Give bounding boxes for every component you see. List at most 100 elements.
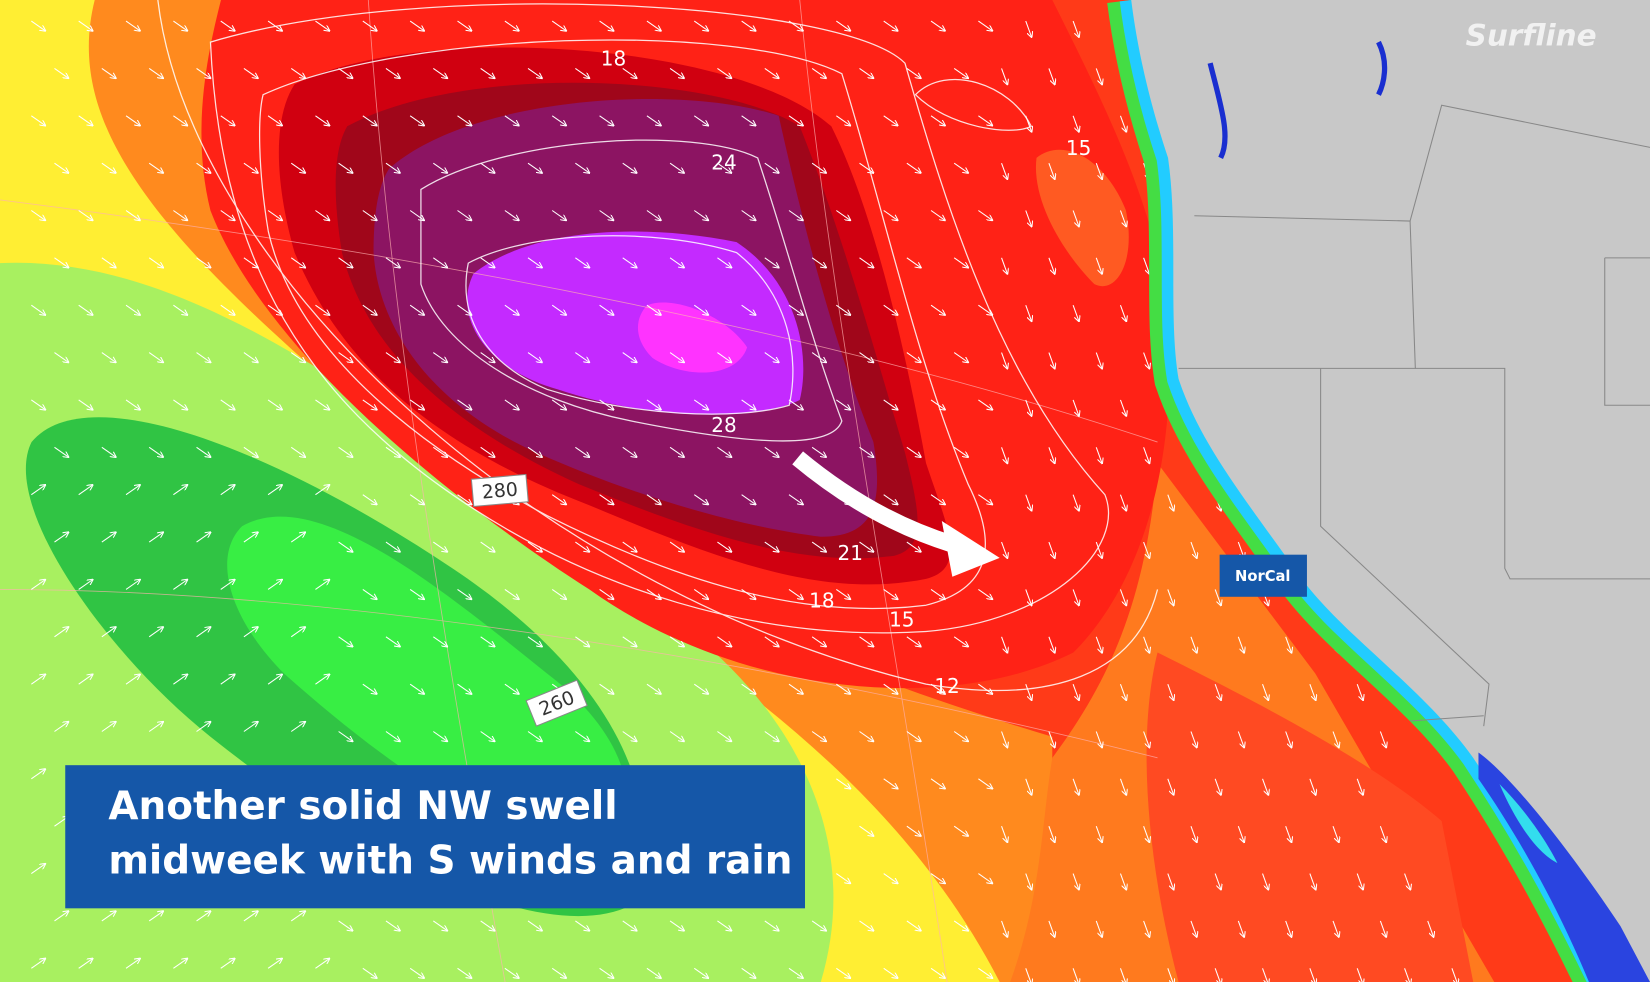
wind-arrow xyxy=(1048,920,1055,937)
wind-arrow xyxy=(433,446,447,457)
wind-arrow xyxy=(1379,731,1386,748)
wind-arrow xyxy=(315,304,329,315)
wind-arrow xyxy=(930,967,945,978)
wind-arrow xyxy=(409,20,424,31)
wind-arrow xyxy=(622,446,637,457)
wind-arrow xyxy=(290,911,305,922)
wind-arrow xyxy=(125,20,140,31)
wind-arrow xyxy=(527,446,542,457)
wind-arrow xyxy=(883,873,898,884)
wind-arrow xyxy=(883,20,898,31)
wind-arrow xyxy=(1309,873,1316,890)
wind-arrow xyxy=(1072,305,1079,321)
wind-arrow xyxy=(362,115,377,126)
wind-arrow xyxy=(31,210,45,221)
wind-arrow xyxy=(1143,920,1150,937)
wind-arrow xyxy=(54,722,68,732)
wind-arrow xyxy=(836,20,850,31)
direction-tag: 280 xyxy=(470,473,529,508)
wind-arrow xyxy=(362,399,377,410)
wind-arrow xyxy=(101,162,116,173)
wind-arrow xyxy=(1025,873,1032,890)
wind-arrow xyxy=(101,532,116,543)
graticule-line xyxy=(799,0,948,982)
wind-arrow xyxy=(859,920,873,931)
wind-arrow xyxy=(1119,115,1126,132)
wind-arrow xyxy=(409,115,424,126)
wind-arrow xyxy=(78,115,93,126)
wind-arrow xyxy=(575,67,589,78)
wind-arrow xyxy=(243,532,258,543)
wind-arrow xyxy=(243,162,258,173)
wind-arrow xyxy=(1356,683,1363,700)
wind-arrow xyxy=(1025,494,1032,511)
wind-arrow xyxy=(125,485,140,496)
contour-line xyxy=(258,39,986,610)
wind-arrow xyxy=(173,580,187,590)
wind-arrow xyxy=(31,864,45,875)
wind-arrow xyxy=(31,580,45,590)
wind-arrow xyxy=(148,352,163,363)
wind-arrow xyxy=(836,683,850,694)
wind-arrow xyxy=(883,399,898,410)
wind-arrow xyxy=(1379,826,1386,842)
wind-arrow xyxy=(646,494,661,505)
wind-arrow xyxy=(338,352,353,363)
wind-arrow xyxy=(290,446,305,457)
wind-arrow xyxy=(551,304,566,315)
wind-arrow xyxy=(836,588,850,599)
wind-arrow xyxy=(717,636,731,647)
wind-arrow xyxy=(1190,920,1197,937)
border xyxy=(1415,367,1650,580)
wind-arrow xyxy=(1119,210,1126,227)
wind-arrow xyxy=(575,162,589,173)
wind-arrow xyxy=(978,210,992,221)
wind-arrow xyxy=(1048,447,1055,463)
wind-arrow xyxy=(811,920,826,931)
wind-arrow xyxy=(433,636,447,647)
wind-arrow xyxy=(267,210,282,221)
tag-box xyxy=(525,679,588,727)
wind-arrow xyxy=(930,115,945,126)
wind-arrow xyxy=(1237,636,1244,653)
wind-arrow xyxy=(54,257,68,268)
wind-arrow xyxy=(693,399,708,410)
wind-arrow xyxy=(575,920,589,931)
wind-arrow xyxy=(243,627,258,638)
wind-arrow xyxy=(54,911,68,922)
wind-arrow xyxy=(54,446,68,457)
wind-arrow xyxy=(906,67,921,78)
swell-band xyxy=(1035,149,1129,287)
wind-arrow xyxy=(693,494,708,505)
wind-arrow xyxy=(267,580,282,590)
wind-arrow xyxy=(409,210,424,221)
wind-arrow xyxy=(220,485,235,496)
wind-arrow xyxy=(906,352,921,363)
wind-arrow xyxy=(31,769,45,780)
wind-arrow xyxy=(1095,731,1102,748)
wind-arrow xyxy=(196,352,211,363)
wind-arrow xyxy=(836,778,850,789)
wind-arrow xyxy=(101,257,116,268)
wind-arrow xyxy=(385,162,400,173)
wind-arrow xyxy=(669,636,684,647)
wind-arrow xyxy=(811,162,826,173)
wind-arrow xyxy=(693,20,708,31)
wind-arrow xyxy=(1143,826,1150,842)
wind-arrow xyxy=(859,352,873,363)
wind-arrow xyxy=(788,494,803,505)
wind-arrow xyxy=(267,485,282,496)
wind-arrow xyxy=(1048,162,1055,179)
wind-arrow xyxy=(196,532,211,543)
wind-arrow xyxy=(646,20,661,31)
wind-arrow xyxy=(1048,731,1055,748)
wind-arrow xyxy=(930,210,945,221)
wind-arrow xyxy=(101,352,116,363)
wind-arrow xyxy=(173,115,187,126)
wind-arrow xyxy=(78,399,93,410)
wind-arrow xyxy=(1095,162,1102,179)
wind-arrow xyxy=(173,399,187,410)
wind-arrow xyxy=(31,399,45,410)
wind-arrow xyxy=(764,920,779,931)
wind-arrow xyxy=(811,352,826,363)
